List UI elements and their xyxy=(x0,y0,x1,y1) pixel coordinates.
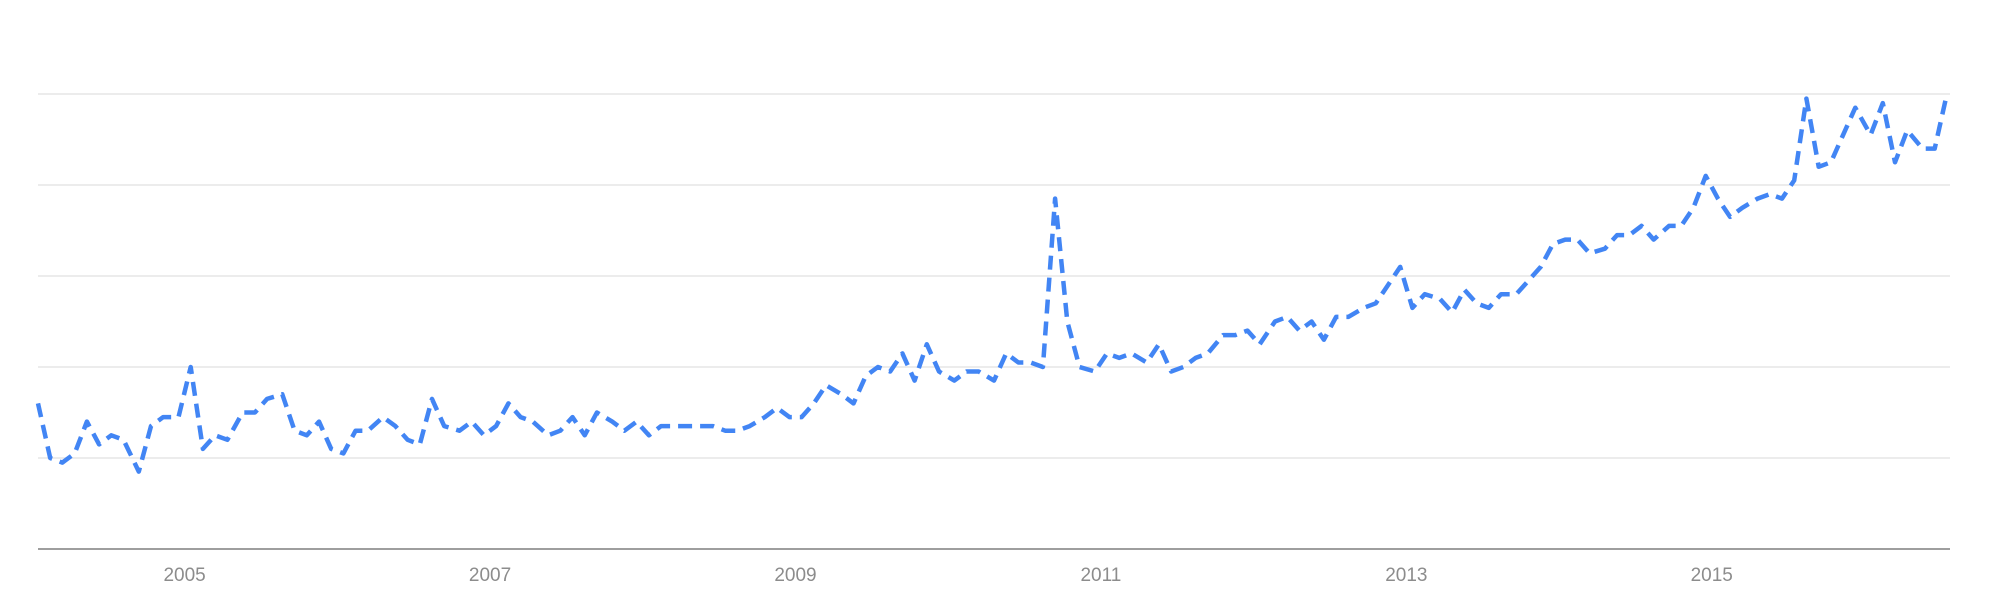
x-tick-label: 2007 xyxy=(469,565,511,586)
x-axis: 2005 2007 2009 2011 2013 2015 xyxy=(38,548,1950,586)
x-tick-label: 2013 xyxy=(1385,565,1427,586)
series-layer xyxy=(35,93,1950,474)
x-tick-label: 2011 xyxy=(1080,565,1121,586)
gridlines xyxy=(38,93,1950,459)
x-tick-label: 2009 xyxy=(774,565,816,586)
series-line xyxy=(35,93,1950,474)
x-tick-label: 2005 xyxy=(163,565,205,586)
x-tick-label: 2015 xyxy=(1691,565,1733,586)
